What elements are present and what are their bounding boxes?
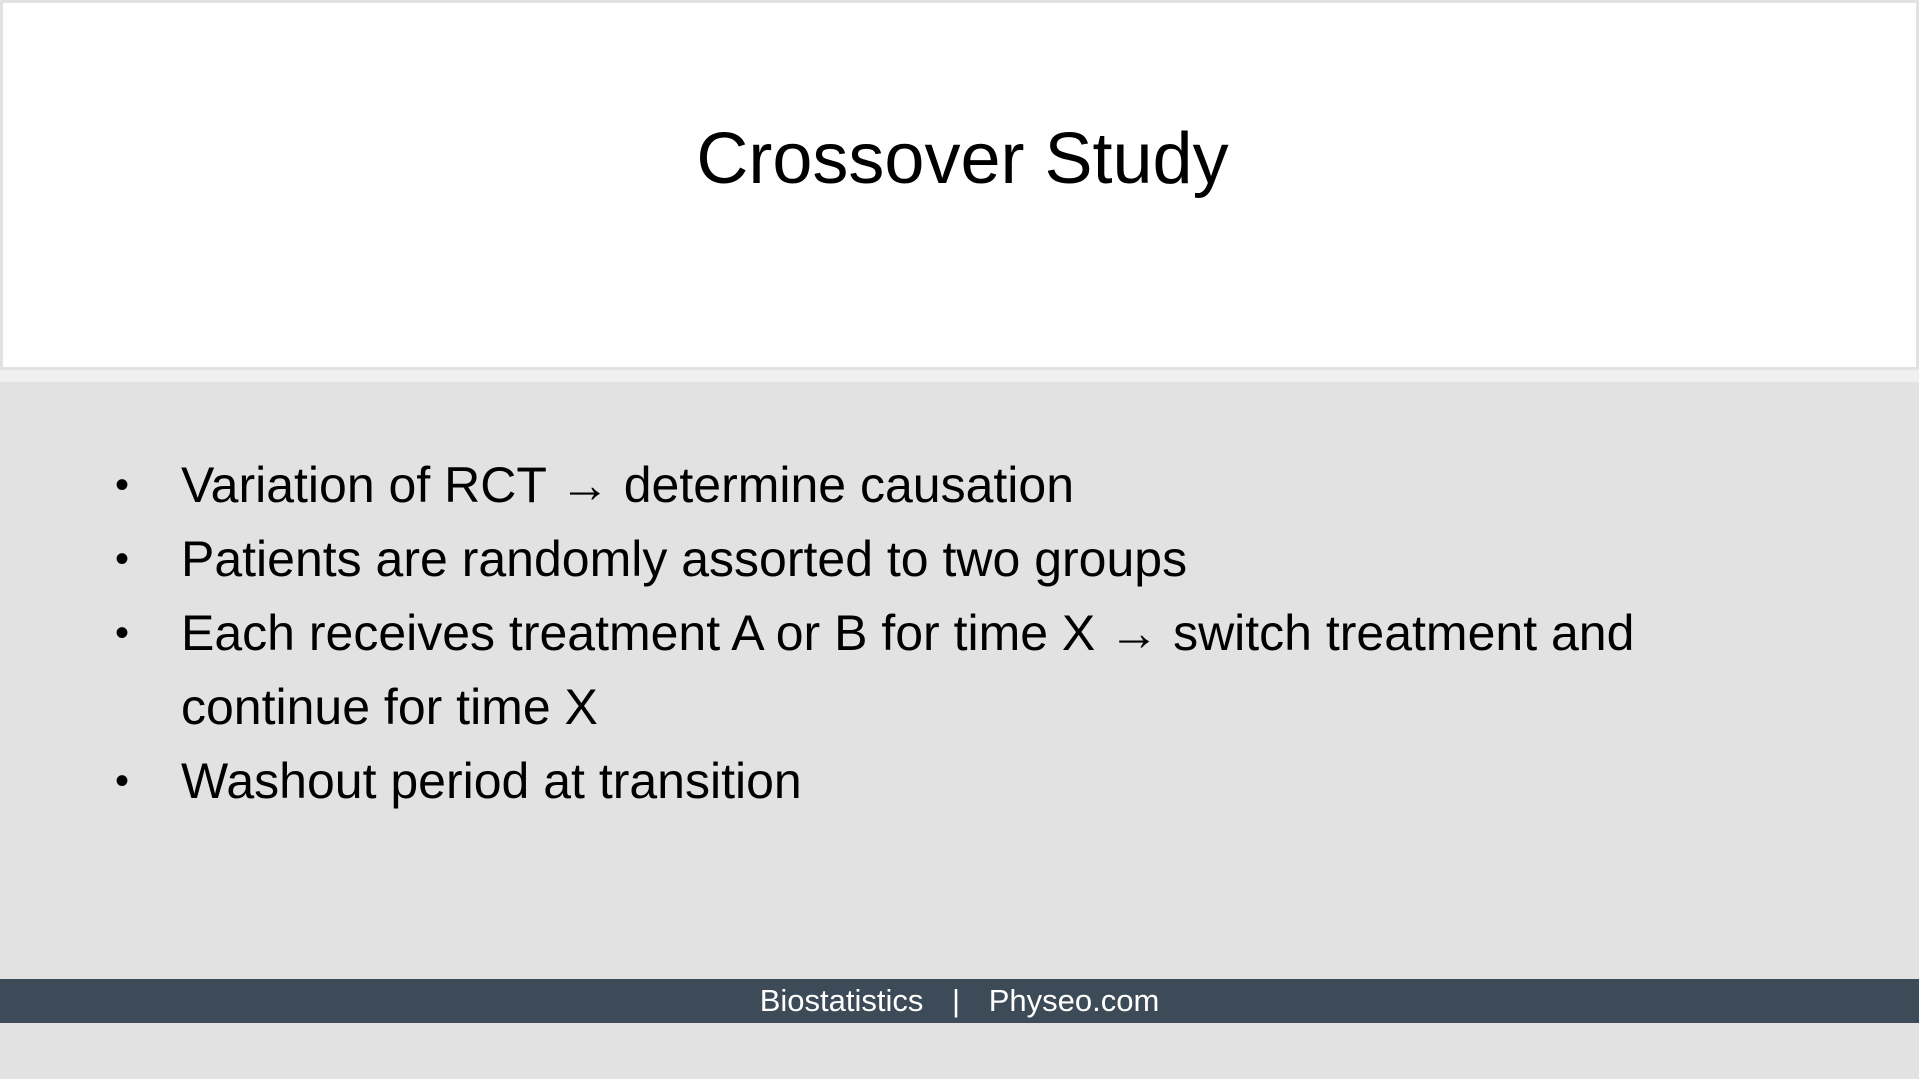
bullet-item: • Washout period at transition (108, 744, 1808, 818)
title-panel: Crossover Study (0, 0, 1919, 370)
slide-title: Crossover Study (696, 119, 1229, 199)
bullet-dot-icon: • (115, 537, 130, 581)
bullet-text: Each receives treatment A or B for time … (181, 605, 1635, 735)
bullet-dot-icon: • (115, 463, 130, 507)
footer-separator: | (952, 983, 961, 1018)
bullet-text: Washout period at transition (181, 753, 802, 809)
bullet-dot-icon: • (115, 759, 130, 803)
bullet-dot-icon: • (115, 611, 130, 655)
bullet-item: • Variation of RCT → determine causation (108, 448, 1808, 522)
bullet-item: • Each receives treatment A or B for tim… (108, 596, 1808, 744)
footer-bar: Biostatistics | Physeo.com (0, 979, 1919, 1023)
bullet-text: Variation of RCT → determine causation (181, 457, 1075, 513)
divider (0, 370, 1919, 382)
footer-site: Physeo.com (988, 983, 1160, 1018)
footer-course: Biostatistics (759, 983, 924, 1018)
bullet-list: • Variation of RCT → determine causation… (108, 448, 1808, 818)
bullet-text: Patients are randomly assorted to two gr… (181, 531, 1188, 587)
bullet-item: • Patients are randomly assorted to two … (108, 522, 1808, 596)
